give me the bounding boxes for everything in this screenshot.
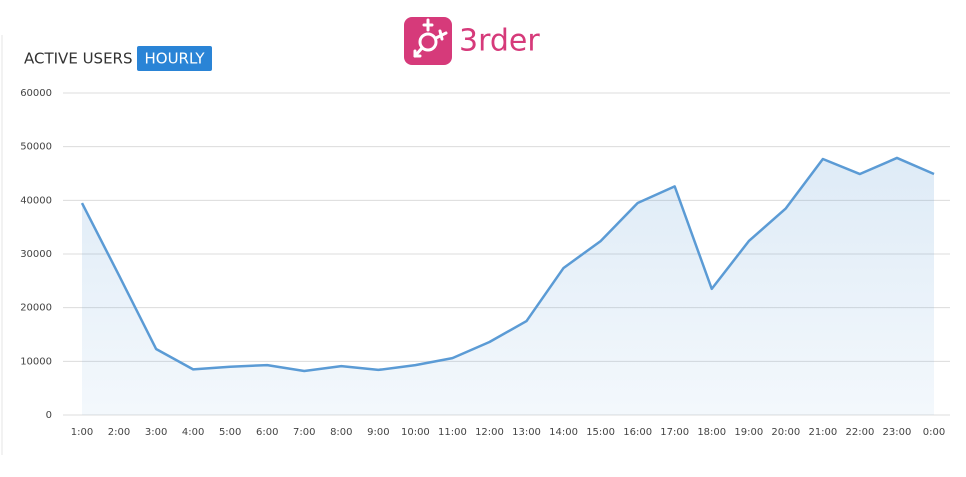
y-tick-label: 50000: [20, 142, 52, 153]
x-tick-label: 6:00: [256, 427, 278, 438]
x-tick-label: 21:00: [808, 427, 837, 438]
logo: 3rder: [404, 17, 540, 65]
x-tick-label: 1:00: [71, 427, 93, 438]
area: [82, 157, 934, 416]
y-tick-label: 40000: [20, 195, 52, 206]
y-tick-label: 30000: [20, 249, 52, 260]
badge-bg: [137, 46, 212, 71]
x-tick-label: 17:00: [660, 427, 689, 438]
x-tick-label: 16:00: [623, 427, 652, 438]
x-tick-label: 4:00: [182, 427, 204, 438]
logo-text: 3rder: [459, 24, 540, 59]
x-tick-label: 5:00: [219, 427, 241, 438]
line: [80, 156, 935, 373]
y-tick-label: 10000: [20, 356, 52, 367]
chart-subtitle: HOURLY: [144, 50, 205, 68]
y-tick-label: 20000: [20, 303, 52, 314]
x-tick-label: 14:00: [549, 427, 578, 438]
x-tick-label: 3:00: [145, 427, 167, 438]
x-tick-label: 0:00: [923, 427, 945, 438]
x-tick-label: 11:00: [438, 427, 467, 438]
x-tick-label: 12:00: [475, 427, 504, 438]
x-tick-label: 2:00: [108, 427, 130, 438]
x-tick-label: 22:00: [845, 427, 874, 438]
x-tick-label: 23:00: [883, 427, 912, 438]
x-tick-label: 13:00: [512, 427, 541, 438]
y-tick-label: 0: [46, 410, 52, 421]
x-tick-label: 7:00: [293, 427, 315, 438]
x-tick-label: 9:00: [367, 427, 389, 438]
x-tick-label: 19:00: [734, 427, 763, 438]
x-tick-label: 15:00: [586, 427, 615, 438]
y-tick-label: 60000: [20, 88, 52, 99]
chart-title: ACTIVE USERS: [24, 50, 133, 68]
x-tick-label: 10:00: [401, 427, 430, 438]
x-tick-label: 20:00: [771, 427, 800, 438]
x-tick-label: 8:00: [330, 427, 352, 438]
logo-symbol: [413, 18, 448, 58]
x-tick-label: 18:00: [697, 427, 726, 438]
